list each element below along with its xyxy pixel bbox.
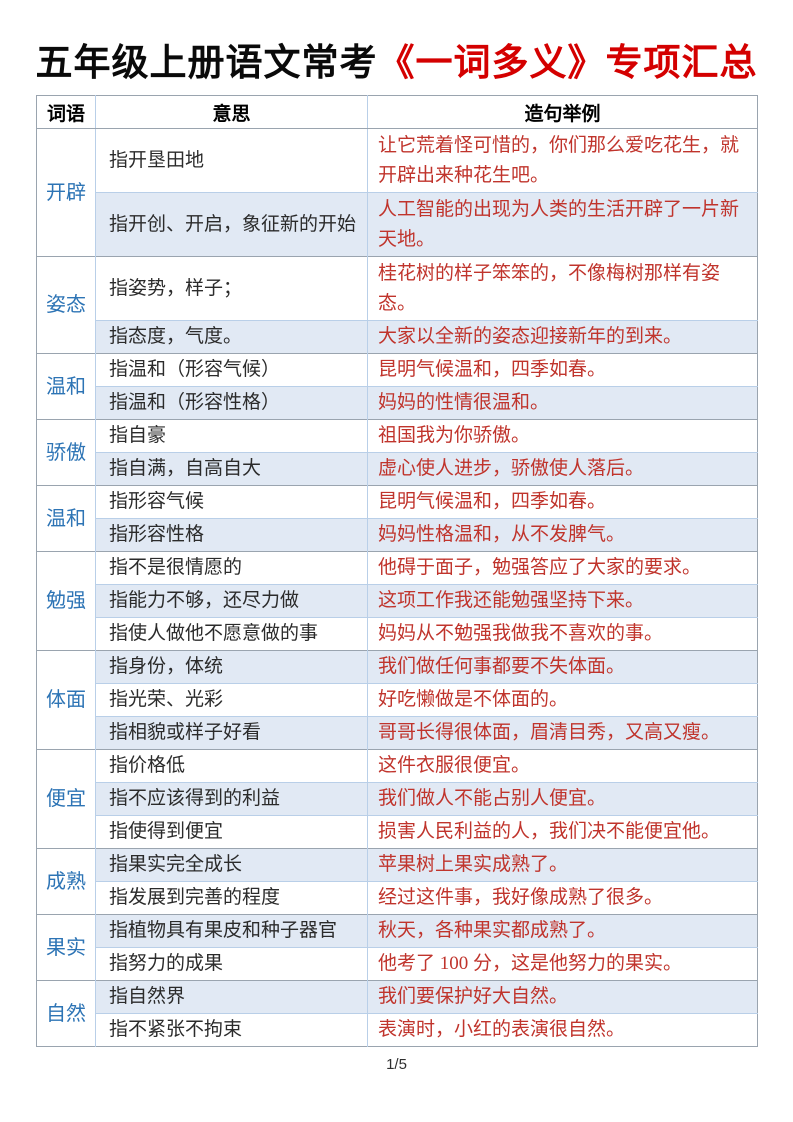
- example-cell: 人工智能的出现为人类的生活开辟了一片新天地。: [367, 192, 758, 257]
- table-row: 指相貌或样子好看 哥哥长得很体面，眉清目秀，又高又瘦。: [37, 716, 758, 750]
- example-cell: 妈妈性格温和，从不发脾气。: [367, 518, 758, 552]
- meaning-cell: 指身份，体统: [95, 650, 368, 684]
- table-row: 指自满，自高自大 虚心使人进步，骄傲使人落后。: [37, 452, 758, 486]
- example-cell: 我们做人不能占别人便宜。: [367, 782, 758, 816]
- example-cell: 损害人民利益的人，我们决不能便宜他。: [367, 815, 758, 849]
- word-cell: 成熟: [36, 848, 96, 915]
- meaning-cell: 指相貌或样子好看: [95, 716, 368, 750]
- example-cell: 妈妈从不勉强我做我不喜欢的事。: [367, 617, 758, 651]
- example-cell: 桂花树的样子笨笨的，不像梅树那样有姿态。: [367, 256, 758, 321]
- table-row: 温和 指形容气候 昆明气候温和，四季如春。: [36, 485, 758, 552]
- meaning-cell: 指态度，气度。: [95, 320, 368, 354]
- word-cell: 开辟: [36, 128, 96, 257]
- word-cell: 温和: [36, 485, 96, 552]
- table-row: 勉强 指不是很情愿的 他碍于面子，勉强答应了大家的要求。: [36, 551, 758, 651]
- word-cell: 姿态: [36, 256, 96, 354]
- table-row: 果实 指植物具有果皮和种子器官 秋天，各种果实都成熟了。: [36, 914, 758, 981]
- word-cell: 自然: [36, 980, 96, 1047]
- table-row: 指使得到便宜 损害人民利益的人，我们决不能便宜他。: [37, 815, 758, 849]
- table-row: 体面 指身份，体统 我们做任何事都要不失体面。: [36, 650, 758, 750]
- table-row: 指开创、开启，象征新的开始 人工智能的出现为人类的生活开辟了一片新天地。: [37, 192, 758, 257]
- word-cell: 便宜: [36, 749, 96, 849]
- meaning-cell: 指不是很情愿的: [95, 551, 368, 585]
- table-row: 指能力不够，还尽力做 这项工作我还能勉强坚持下来。: [37, 584, 758, 618]
- example-cell: 昆明气候温和，四季如春。: [367, 353, 758, 387]
- table-row: 骄傲 指自豪 祖国我为你骄傲。: [36, 419, 758, 486]
- table-row: 便宜 指价格低 这件衣服很便宜。: [36, 749, 758, 849]
- meaning-cell: 指温和（形容性格）: [95, 386, 368, 420]
- example-cell: 我们要保护好大自然。: [367, 980, 758, 1014]
- word-cell: 果实: [36, 914, 96, 981]
- example-cell: 好吃懒做是不体面的。: [367, 683, 758, 717]
- meaning-cell: 指开垦田地: [95, 128, 368, 193]
- page-number: 1/5: [386, 1056, 407, 1073]
- example-cell: 哥哥长得很体面，眉清目秀，又高又瘦。: [367, 716, 758, 750]
- example-cell: 虚心使人进步，骄傲使人落后。: [367, 452, 758, 486]
- meaning-cell: 指光荣、光彩: [95, 683, 368, 717]
- meaning-cell: 指形容气候: [95, 485, 368, 519]
- example-cell: 表演时，小红的表演很自然。: [367, 1013, 758, 1047]
- meaning-cell: 指自然界: [95, 980, 368, 1014]
- example-cell: 秋天，各种果实都成熟了。: [367, 914, 758, 948]
- header-cell-meaning: 意思: [95, 95, 368, 129]
- example-cell: 妈妈的性情很温和。: [367, 386, 758, 420]
- meaning-cell: 指形容性格: [95, 518, 368, 552]
- meaning-cell: 指使人做他不愿意做的事: [95, 617, 368, 651]
- example-cell: 昆明气候温和，四季如春。: [367, 485, 758, 519]
- meaning-cell: 指使得到便宜: [95, 815, 368, 849]
- word-cell: 勉强: [36, 551, 96, 651]
- word-cell: 温和: [36, 353, 96, 420]
- example-cell: 这件衣服很便宜。: [367, 749, 758, 783]
- table-row: 指不紧张不拘束 表演时，小红的表演很自然。: [37, 1013, 758, 1047]
- example-cell: 他考了 100 分，这是他努力的果实。: [367, 947, 758, 981]
- page-title-red: 《一词多义》专项汇总: [377, 43, 758, 84]
- page-title-black: 五年级上册语文常考: [35, 43, 378, 84]
- example-cell: 让它荒着怪可惜的，你们那么爱吃花生，就开辟出来种花生吧。: [367, 128, 758, 193]
- example-cell: 经过这件事，我好像成熟了很多。: [367, 881, 758, 915]
- table-row: 温和 指温和（形容气候） 昆明气候温和，四季如春。: [36, 353, 758, 420]
- table-row: 开辟 指开垦田地 让它荒着怪可惜的，你们那么爱吃花生，就开辟出来种花生吧。: [36, 128, 758, 257]
- table-row: 指光荣、光彩 好吃懒做是不体面的。: [37, 683, 758, 717]
- example-cell: 他碍于面子，勉强答应了大家的要求。: [367, 551, 758, 585]
- header-cell-word: 词语: [36, 95, 96, 129]
- meaning-cell: 指发展到完善的程度: [95, 881, 368, 915]
- table-row: 指努力的成果 他考了 100 分，这是他努力的果实。: [37, 947, 758, 981]
- example-cell: 祖国我为你骄傲。: [367, 419, 758, 453]
- meaning-cell: 指温和（形容气候）: [95, 353, 368, 387]
- page-title: 五年级上册语文常考《一词多义》专项汇总: [0, 32, 793, 86]
- header-row: 词语 意思 造句举例: [36, 95, 758, 129]
- table-row: 指使人做他不愿意做的事 妈妈从不勉强我做我不喜欢的事。: [37, 617, 758, 651]
- table-row: 成熟 指果实完全成长 苹果树上果实成熟了。: [36, 848, 758, 915]
- meaning-cell: 指植物具有果皮和种子器官: [95, 914, 368, 948]
- example-cell: 我们做任何事都要不失体面。: [367, 650, 758, 684]
- example-cell: 大家以全新的姿态迎接新年的到来。: [367, 320, 758, 354]
- word-cell: 体面: [36, 650, 96, 750]
- table-row: 自然 指自然界 我们要保护好大自然。: [36, 980, 758, 1047]
- table-row: 指温和（形容性格） 妈妈的性情很温和。: [37, 386, 758, 420]
- word-cell: 骄傲: [36, 419, 96, 486]
- meaning-cell: 指开创、开启，象征新的开始: [95, 192, 368, 257]
- example-cell: 苹果树上果实成熟了。: [367, 848, 758, 882]
- meaning-cell: 指果实完全成长: [95, 848, 368, 882]
- table-row: 指态度，气度。 大家以全新的姿态迎接新年的到来。: [37, 320, 758, 354]
- meaning-cell: 指自满，自高自大: [95, 452, 368, 486]
- meaning-cell: 指自豪: [95, 419, 368, 453]
- meaning-cell: 指不紧张不拘束: [95, 1013, 368, 1047]
- meaning-cell: 指姿势，样子；: [95, 256, 368, 321]
- table-row: 指发展到完善的程度 经过这件事，我好像成熟了很多。: [37, 881, 758, 915]
- example-cell: 这项工作我还能勉强坚持下来。: [367, 584, 758, 618]
- meaning-cell: 指努力的成果: [95, 947, 368, 981]
- header-cell-example: 造句举例: [367, 95, 758, 129]
- table-row: 姿态 指姿势，样子； 桂花树的样子笨笨的，不像梅树那样有姿态。: [36, 256, 758, 354]
- meaning-cell: 指不应该得到的利益: [95, 782, 368, 816]
- meaning-cell: 指价格低: [95, 749, 368, 783]
- table-row: 指形容性格 妈妈性格温和，从不发脾气。: [37, 518, 758, 552]
- table-row: 指不应该得到的利益 我们做人不能占别人便宜。: [37, 782, 758, 816]
- vocab-table: 词语 意思 造句举例 开辟 指开垦田地 让它荒着怪可惜的，你们那么爱吃花生，就开…: [36, 95, 758, 1047]
- meaning-cell: 指能力不够，还尽力做: [95, 584, 368, 618]
